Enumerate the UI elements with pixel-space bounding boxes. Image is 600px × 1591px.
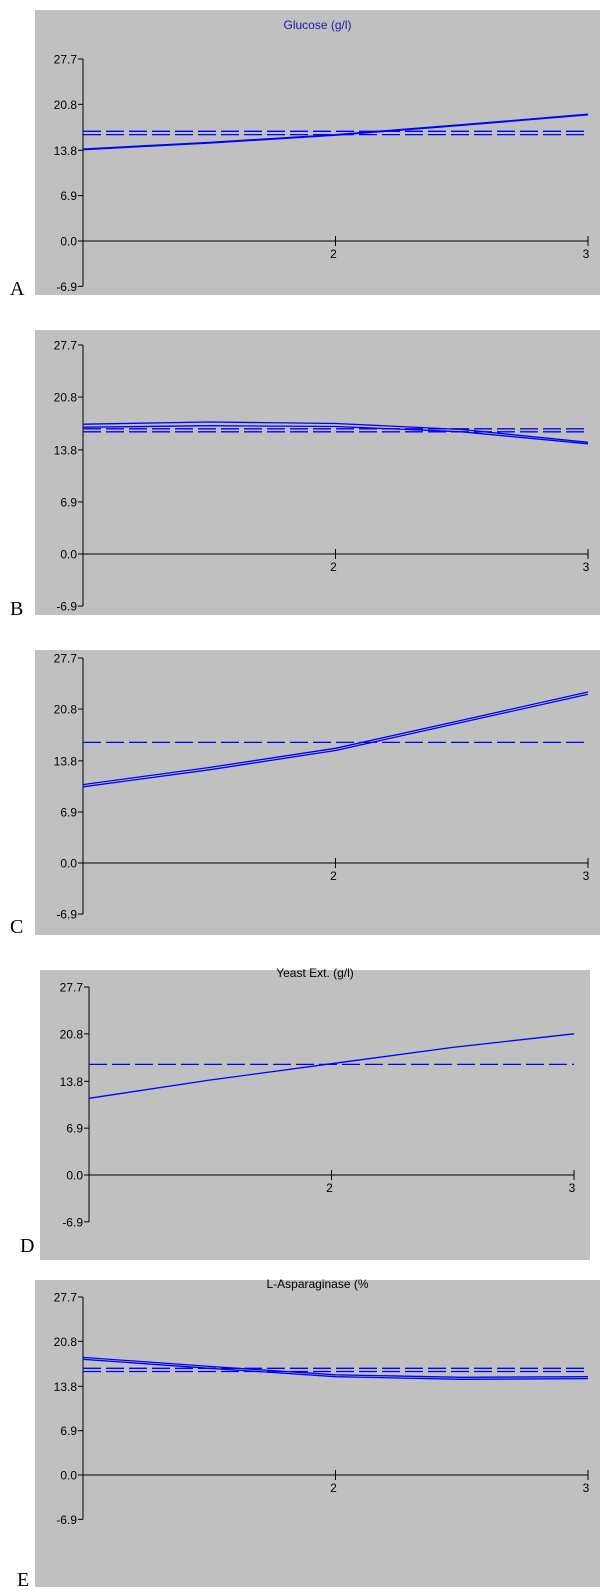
panel-c-y-tick-label: 13.8 <box>54 754 78 768</box>
panel-a-y-tick-label: 13.8 <box>54 144 78 158</box>
panel-c-response-line <box>82 691 589 786</box>
chart-panel-d: Yeast Ext. (g/l) 27.7 20.8 13.8 6.9 0.0 -6.9 2 3 <box>40 966 590 1260</box>
panel-d-plot-background <box>40 970 590 1260</box>
panel-a-y-tick-label: 0.0 <box>60 235 77 249</box>
panel-c-x-tick-label: 2 <box>330 869 337 883</box>
panel-c-y-tick-label: -6.9 <box>56 908 77 922</box>
panel-b-y-tick-label: 6.9 <box>60 495 77 509</box>
panel-c-response-line <box>82 693 589 788</box>
panel-b-plot-background <box>35 330 600 615</box>
panel-e-y-tick-label: 13.8 <box>54 1380 78 1394</box>
panel-a-plot-background <box>35 10 600 295</box>
panel-c-y-tick-label: 6.9 <box>60 805 77 819</box>
panel-a-y-tick-label: 6.9 <box>60 189 77 203</box>
panel-b-response-line <box>82 425 589 445</box>
panel-label-b: B <box>10 598 24 620</box>
panel-e-plot-background <box>35 1280 600 1587</box>
panel-e-chart-title: L-Asparaginase (% <box>266 1277 368 1291</box>
panel-d-y-tick-label: 6.9 <box>66 1122 83 1136</box>
panel-d-chart-title: Yeast Ext. (g/l) <box>276 966 354 980</box>
panel-c-plot-background <box>35 650 600 935</box>
panel-b-x-tick-label: 3 <box>583 560 590 574</box>
panel-a-response-line <box>82 113 589 150</box>
panel-d-response-line <box>88 1033 575 1099</box>
chart-panel-e: L-Asparaginase (% 27.7 20.8 13.8 6.9 0.0 -6.9 2… <box>35 1277 600 1587</box>
panel-b-y-tick-label: 20.8 <box>54 391 78 405</box>
panel-label-e: E <box>17 1569 30 1591</box>
panel-c-y-tick-label: 0.0 <box>60 857 77 871</box>
panel-d-y-tick-label: 20.8 <box>60 1027 84 1041</box>
panel-c-y-tick-label: 20.8 <box>54 703 78 717</box>
panel-a-y-tick-label: 20.8 <box>54 98 78 112</box>
panel-d-x-tick-label: 2 <box>326 1181 333 1195</box>
chart-panel-b: 27.7 20.8 13.8 6.9 0.0 -6.9 2 3 <box>35 330 600 615</box>
panel-a-y-tick-label: 27.7 <box>54 53 78 67</box>
panel-e-y-tick-label: 27.7 <box>54 1291 78 1305</box>
panel-label-c: C <box>10 916 24 938</box>
panel-b-y-tick-label: 13.8 <box>54 443 78 457</box>
panel-a-y-tick-label: -6.9 <box>56 280 77 294</box>
panel-b-y-tick-label: 0.0 <box>60 548 77 562</box>
panel-d-y-tick-label: -6.9 <box>62 1215 83 1229</box>
panel-b-y-tick-label: 27.7 <box>54 339 78 353</box>
panel-d-y-tick-label: 27.7 <box>60 981 84 995</box>
panel-a-x-tick-label: 2 <box>330 247 337 261</box>
panel-a-chart-title: Glucose (g/l) <box>283 18 351 32</box>
panel-e-x-tick-label: 2 <box>330 1481 337 1495</box>
panel-a-x-tick-label: 3 <box>583 247 590 261</box>
panel-b-y-tick-label: -6.9 <box>56 600 77 614</box>
panel-d-x-tick-label: 3 <box>569 1181 576 1195</box>
panel-e-x-tick-label: 3 <box>583 1481 590 1495</box>
panel-e-y-tick-label: 20.8 <box>54 1335 78 1349</box>
panel-c-y-tick-label: 27.7 <box>54 652 78 666</box>
panel-e-response-line <box>82 1358 589 1380</box>
panel-c-x-tick-label: 3 <box>583 869 590 883</box>
panel-e-y-tick-label: 6.9 <box>60 1424 77 1438</box>
panel-e-y-tick-label: -6.9 <box>56 1513 77 1527</box>
chart-panel-c: 27.7 20.8 13.8 6.9 0.0 -6.9 2 3 <box>35 650 600 935</box>
panel-label-d: D <box>20 1235 35 1257</box>
panel-label-a: A <box>10 278 25 300</box>
panel-b-x-tick-label: 2 <box>330 560 337 574</box>
panel-e-y-tick-label: 0.0 <box>60 1469 77 1483</box>
panel-e-response-line <box>82 1356 589 1378</box>
panel-d-y-tick-label: 0.0 <box>66 1169 83 1183</box>
panel-d-y-tick-label: 13.8 <box>60 1075 84 1089</box>
panel-b-response-line <box>82 421 589 443</box>
chart-panel-a: Glucose (g/l) 27.7 20.8 13.8 6.9 0.0 -6.9 2 3 <box>35 10 600 295</box>
